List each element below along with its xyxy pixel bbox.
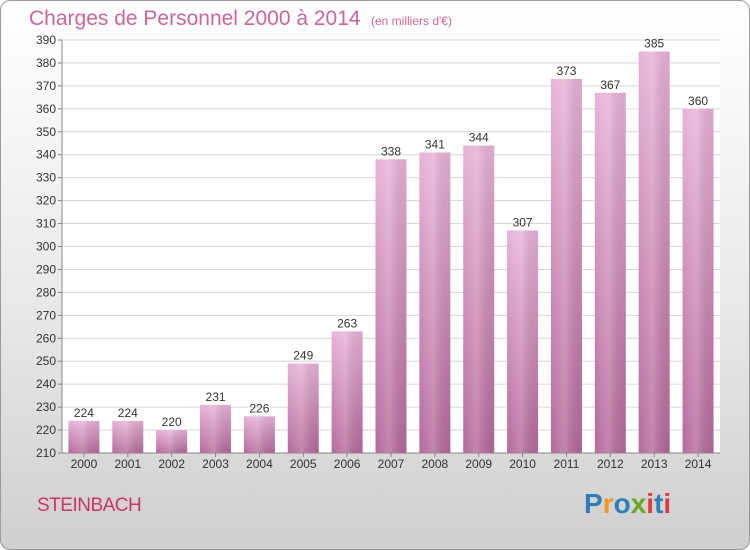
logo-letter: o (613, 488, 631, 519)
data-label-2010: 307 (513, 215, 533, 229)
data-label-2008: 341 (425, 137, 445, 151)
y-tick-label: 330 (36, 171, 56, 185)
y-tick-label: 370 (36, 79, 56, 93)
y-tick-label: 360 (36, 102, 56, 116)
bar-shine-2014 (682, 108, 714, 453)
bar-shine-2003 (200, 404, 232, 453)
bar-shine-2009 (463, 145, 495, 454)
data-label-2000: 224 (74, 406, 94, 420)
logo-letter: i (663, 488, 672, 519)
x-tick-label: 2011 (554, 457, 580, 471)
bars (68, 51, 714, 454)
y-tick-label: 260 (36, 331, 56, 345)
x-tick-label: 2003 (202, 457, 229, 471)
x-tick-label: 2013 (641, 457, 668, 471)
data-labels: 224 224 220 231 226 249 263 338 341 344 307 373 367 3… (74, 36, 708, 429)
data-label-2009: 344 (469, 131, 489, 145)
y-tick-label: 350 (36, 125, 56, 139)
y-tick-label: 250 (36, 354, 56, 368)
x-tick-label: 2007 (378, 457, 405, 471)
y-tick-label: 390 (36, 33, 56, 47)
data-label-2002: 220 (162, 415, 182, 429)
y-tick-label: 270 (36, 308, 56, 322)
data-label-2001: 224 (118, 406, 138, 420)
data-label-2012: 367 (600, 78, 620, 92)
bar-shine-2013 (638, 51, 670, 453)
bar-shine-2006 (331, 331, 363, 453)
y-tick-label: 300 (36, 240, 56, 254)
x-tick-label: 2009 (465, 457, 492, 471)
bar-shine-2010 (507, 230, 539, 453)
bar-shine-2000 (68, 420, 100, 453)
data-label-2004: 226 (249, 401, 269, 415)
y-tick-label: 230 (36, 400, 56, 414)
x-tick-label: 2012 (597, 457, 624, 471)
y-tick-label: 380 (36, 56, 56, 70)
y-tick-label: 240 (36, 377, 56, 391)
data-label-2005: 249 (293, 349, 313, 363)
x-axis: 2000 2001 2002 2003 2004 2005 2006 2007 2008 2009… (71, 453, 712, 471)
logo-letter: P (584, 488, 603, 519)
x-tick-label: 2006 (334, 457, 361, 471)
bar-shine-2001 (112, 420, 144, 453)
y-tick-label: 310 (36, 217, 56, 231)
bar-shine-2011 (550, 79, 582, 453)
y-tick-label: 320 (36, 194, 56, 208)
data-label-2003: 231 (206, 390, 226, 404)
y-tick-label: 220 (36, 423, 56, 437)
logo-letter: t (654, 488, 664, 519)
x-tick-label: 2004 (246, 457, 273, 471)
data-label-2014: 360 (688, 94, 708, 108)
bar-shine-2002 (156, 430, 188, 453)
chart-title: Charges de Personnel 2000 à 2014 (29, 7, 361, 30)
logo-letter: r (602, 488, 614, 519)
logo-letter: i (646, 488, 655, 519)
logo-letter: x (630, 488, 647, 519)
data-label-2011: 373 (556, 64, 576, 78)
bar-shine-2008 (419, 152, 451, 453)
y-tick-label: 290 (36, 262, 56, 276)
x-tick-label: 2002 (158, 457, 185, 471)
bar-shine-2012 (594, 92, 626, 454)
x-tick-label: 2001 (114, 457, 141, 471)
chart-subtitle: (en milliers d'€) (371, 14, 452, 28)
y-tick-label: 280 (36, 285, 56, 299)
x-tick-label: 2000 (71, 457, 98, 471)
y-tick-label: 210 (36, 446, 56, 460)
x-tick-label: 2005 (290, 457, 317, 471)
x-tick-label: 2010 (509, 457, 536, 471)
bar-shine-2007 (375, 159, 407, 454)
data-label-2013: 385 (644, 36, 664, 50)
data-label-2007: 338 (381, 144, 401, 158)
x-tick-label: 2008 (422, 457, 449, 471)
proxiti-logo: Proxiti (584, 488, 671, 520)
y-tick-label: 340 (36, 148, 56, 162)
bar-shine-2005 (287, 363, 319, 453)
bar-shine-2004 (243, 416, 275, 453)
city-name: STEINBACH (37, 495, 142, 516)
x-tick-label: 2014 (685, 457, 712, 471)
data-label-2006: 263 (337, 316, 357, 330)
